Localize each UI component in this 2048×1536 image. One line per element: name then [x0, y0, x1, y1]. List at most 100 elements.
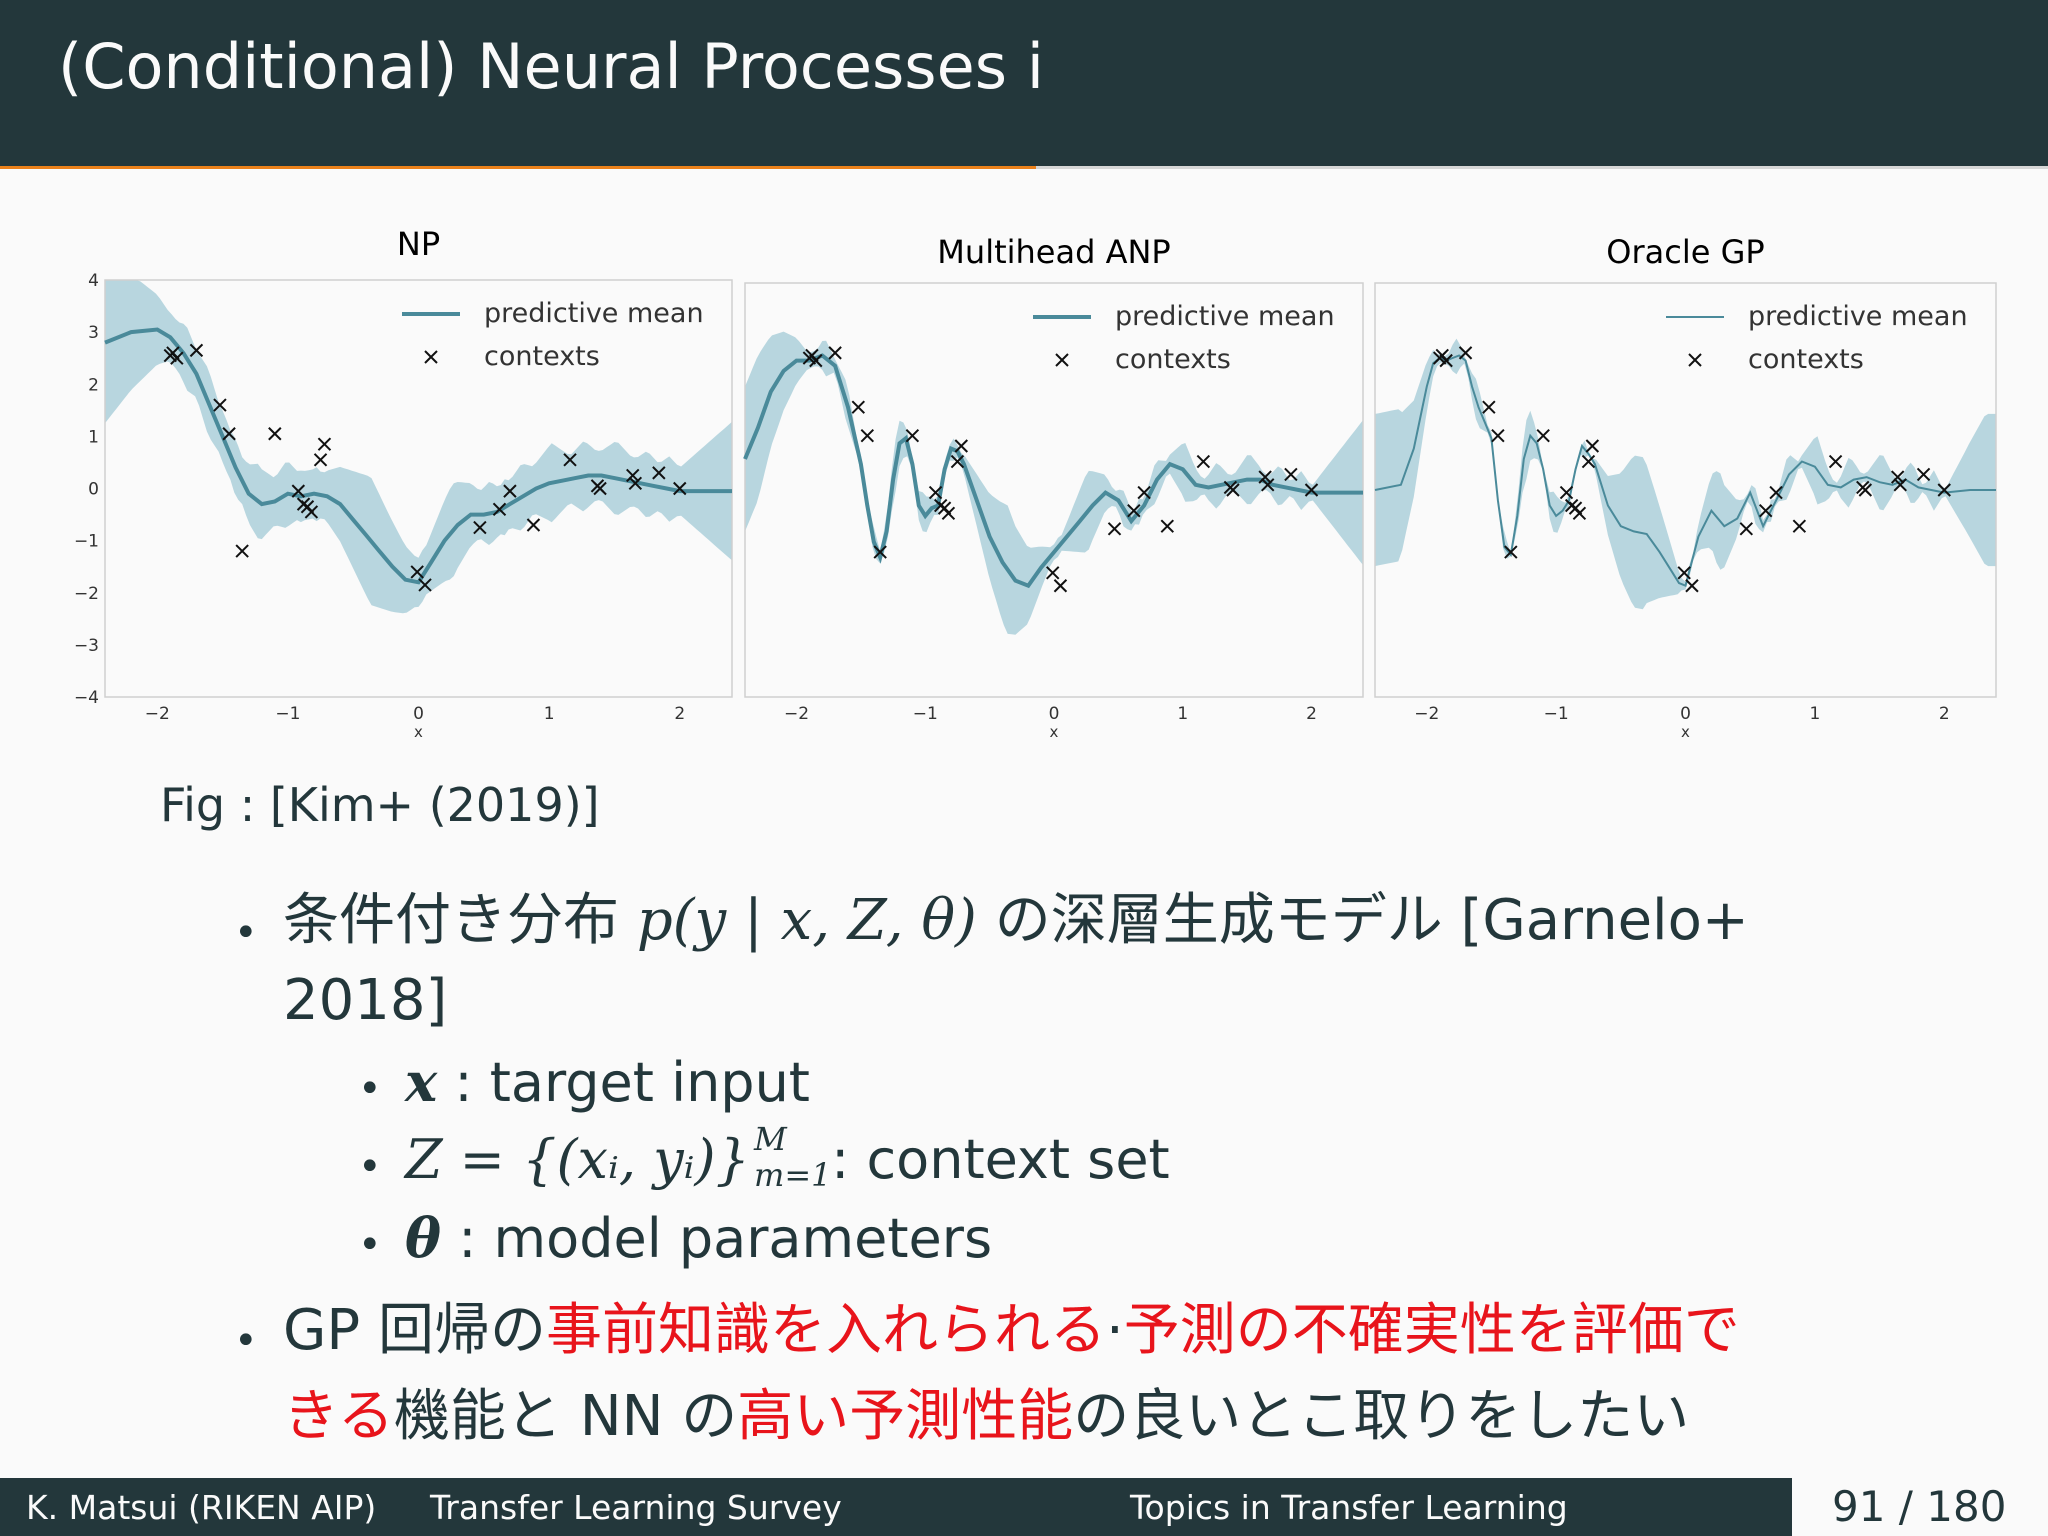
context-point — [1685, 579, 1699, 593]
context-point — [1226, 483, 1240, 497]
title-bar: (Conditional) Neural Processes i — [0, 0, 2048, 166]
x-tick-label: −2 — [784, 704, 809, 724]
legend-marker — [1688, 353, 1702, 367]
context-point — [1559, 485, 1574, 500]
context-point — [213, 398, 227, 412]
context-point — [1284, 467, 1298, 482]
context-point — [809, 353, 823, 368]
y-tick-label: −1 — [74, 532, 99, 552]
context-point — [503, 484, 517, 498]
x-axis-label: x — [1050, 723, 1059, 741]
context-point — [189, 343, 204, 358]
context-point — [954, 439, 969, 453]
context-point — [317, 437, 332, 451]
bullet-item-gp-cont: きる機能と NN の高い予測性能の良いとこ取りをしたい — [283, 1378, 1689, 1456]
context-point — [1828, 454, 1843, 469]
x-tick-label: −2 — [1414, 704, 1439, 724]
subbullet-text: : target input — [437, 1051, 810, 1114]
x-tick-label: 1 — [1809, 704, 1820, 724]
context-point — [851, 400, 866, 414]
context-point — [1491, 428, 1505, 443]
progress-bar — [0, 166, 2048, 169]
x-tick-label: 2 — [1939, 704, 1950, 724]
uncertainty-band — [105, 280, 732, 614]
subbullet-x: x : target input — [405, 1050, 810, 1114]
context-point — [1890, 470, 1905, 484]
legend-label: predictive mean — [1748, 301, 1968, 332]
math-symbol: x — [405, 1050, 438, 1114]
context-point — [673, 481, 687, 496]
y-tick-label: −2 — [74, 584, 99, 604]
context-point — [1581, 454, 1596, 469]
predictive-mean-line — [743, 353, 1363, 589]
context-point — [1127, 503, 1141, 518]
bullet-item-gp: GP 回帰の事前知識を入れられる·予測の不確実性を評価で — [283, 1292, 1740, 1370]
bullet-text: 条件付き分布 — [283, 888, 637, 953]
legend-label: contexts — [484, 341, 600, 372]
x-tick-label: −1 — [1544, 704, 1569, 724]
context-point — [1893, 478, 1907, 492]
x-tick-label: −1 — [913, 704, 938, 724]
legend-label: contexts — [1748, 344, 1864, 375]
legend-label: contexts — [1115, 344, 1231, 375]
x-tick-label: 2 — [674, 704, 685, 724]
x-tick-label: −1 — [275, 704, 300, 724]
context-point — [526, 518, 541, 532]
x-tick-label: −2 — [145, 704, 170, 724]
context-point — [563, 453, 577, 467]
legend-marker — [1055, 353, 1069, 367]
y-tick-label: −3 — [74, 636, 99, 656]
bullet-text: 2018] — [283, 968, 448, 1033]
context-point — [626, 468, 640, 483]
context-point — [1504, 545, 1518, 559]
context-point — [1759, 503, 1773, 518]
context-point — [928, 485, 943, 500]
bullet-dot: • — [358, 1144, 382, 1190]
x-tick-label: 1 — [544, 704, 555, 724]
subbullet-text: : context set — [813, 1128, 1170, 1191]
bullet-dot: • — [358, 1066, 382, 1112]
bullet-dot: • — [358, 1222, 382, 1268]
x-tick-label: 0 — [1049, 704, 1060, 724]
predictive-mean-line — [1374, 354, 1996, 588]
context-point — [1258, 470, 1272, 484]
x-axis-label: x — [414, 723, 423, 741]
context-point — [1261, 478, 1275, 492]
bullet-text: · — [1105, 1298, 1124, 1363]
emphasis-text: 予測の不確実性を評価で — [1123, 1298, 1740, 1363]
chart-title: Oracle GP — [1606, 233, 1764, 271]
context-point — [1572, 506, 1587, 520]
context-point — [473, 520, 487, 535]
bullet-text: の深層生成モデル [Garnelo+ — [976, 888, 1749, 953]
context-point — [652, 466, 666, 480]
y-tick-label: 4 — [88, 271, 99, 291]
progress-fill — [0, 166, 1037, 169]
chart-title: NP — [397, 225, 440, 263]
slide-title: (Conditional) Neural Processes i — [58, 30, 1044, 103]
emphasis-text: きる — [283, 1384, 394, 1449]
context-point — [1937, 483, 1951, 497]
math-expression: p(y | x, Z, θ) — [636, 888, 977, 953]
footer-talk-title: Transfer Learning Survey — [430, 1488, 842, 1527]
bullet-text: GP 回帰の — [283, 1298, 546, 1363]
plot-frame — [744, 282, 1364, 698]
subbullet-text: : model parameters — [441, 1207, 993, 1270]
context-point — [941, 506, 956, 520]
context-point — [873, 545, 887, 559]
footer-bar: K. Matsui (RIKEN AIP) Transfer Learning … — [0, 1478, 1792, 1536]
context-point — [1304, 483, 1319, 497]
y-tick-label: 1 — [88, 427, 99, 447]
context-point — [1439, 353, 1453, 368]
context-point — [1196, 454, 1211, 469]
context-point — [1137, 485, 1151, 500]
math-symbol: Z = {(xᵢ, yᵢ)} — [405, 1128, 750, 1191]
y-tick-label: −4 — [74, 688, 99, 708]
context-point — [313, 453, 328, 467]
context-point — [235, 544, 249, 558]
context-point — [1792, 519, 1807, 533]
context-point — [905, 428, 920, 443]
math-superscript: M — [753, 1120, 787, 1158]
bullet-dot: • — [234, 910, 258, 956]
legend-label: predictive mean — [1115, 301, 1335, 332]
